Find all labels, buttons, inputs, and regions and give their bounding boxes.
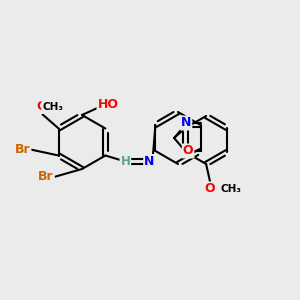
Text: CH₃: CH₃ (42, 101, 63, 112)
Text: O: O (205, 182, 215, 196)
Text: Br: Br (15, 143, 30, 156)
Text: N: N (181, 116, 191, 130)
Text: Br: Br (38, 170, 54, 184)
Text: N: N (144, 155, 154, 168)
Text: H: H (120, 155, 130, 168)
Text: O: O (36, 100, 47, 113)
Text: CH₃: CH₃ (220, 184, 241, 194)
Text: O: O (183, 145, 194, 158)
Text: HO: HO (98, 98, 118, 112)
